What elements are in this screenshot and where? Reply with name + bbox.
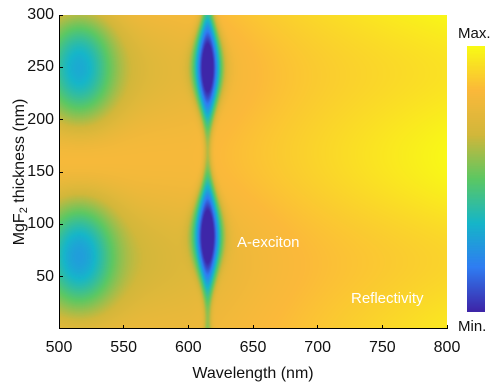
- x-tick-label: 750: [368, 339, 396, 356]
- x-tick-mark: [381, 325, 383, 329]
- x-tick-mark: [317, 325, 319, 329]
- y-tick-label: 150: [27, 163, 54, 180]
- x-tick-label: 500: [45, 339, 73, 356]
- y-tick-label: 300: [27, 6, 54, 23]
- x-tick-mark: [187, 325, 189, 329]
- y-tick-label: 100: [27, 215, 54, 233]
- y-tick-mark: [59, 14, 63, 16]
- y-tick-mark: [59, 223, 63, 225]
- y-tick-label: 50: [36, 267, 54, 285]
- x-tick-mark: [123, 325, 125, 329]
- x-tick-mark: [58, 325, 60, 329]
- x-tick-label: 550: [110, 339, 138, 356]
- y-axis-title-subscript: 2: [18, 207, 30, 214]
- y-tick-mark: [59, 119, 63, 121]
- y-tick-label: 200: [27, 110, 54, 128]
- x-tick-label: 800: [433, 339, 461, 356]
- x-axis-title: Wavelength (nm): [192, 365, 314, 382]
- heatmap: [59, 15, 447, 329]
- x-tick-label: 700: [304, 339, 332, 356]
- x-tick-mark: [252, 325, 254, 329]
- x-tick-label: 600: [174, 339, 202, 356]
- plot-frame: [59, 15, 447, 329]
- y-tick-label: 250: [27, 58, 54, 76]
- colorbar-max-label: Max.: [458, 25, 491, 42]
- annotation-a-exciton: A-exciton: [237, 234, 300, 251]
- colorbar-min-label: Min.: [458, 318, 487, 335]
- y-axis-title-suffix: thickness (nm): [11, 98, 28, 208]
- y-tick-mark: [59, 276, 63, 278]
- y-tick-mark: [59, 171, 63, 173]
- y-tick-mark: [59, 66, 63, 68]
- annotation-reflectivity: Reflectivity: [351, 290, 424, 307]
- x-tick-label: 650: [239, 339, 267, 356]
- colorbar: [467, 46, 485, 312]
- x-tick-mark: [446, 325, 448, 329]
- y-axis-title-prefix: MgF: [11, 213, 28, 246]
